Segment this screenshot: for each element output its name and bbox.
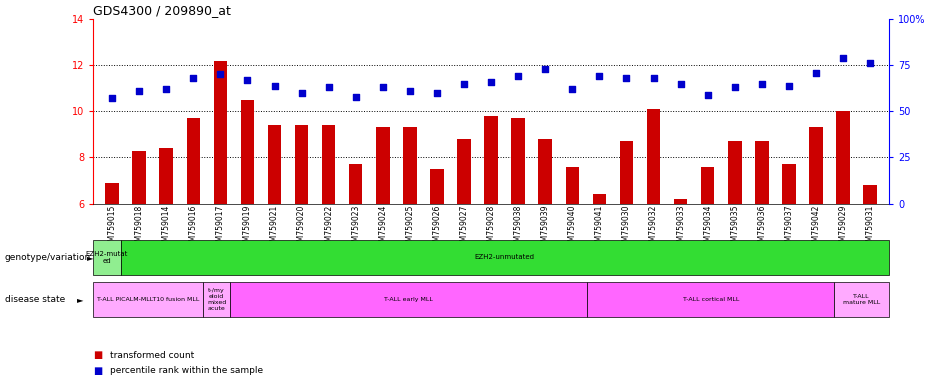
Text: ►: ►	[87, 253, 93, 262]
Bar	[593, 194, 606, 204]
Point	[808, 70, 823, 76]
Bar	[647, 109, 660, 204]
Bar	[457, 139, 471, 204]
Point	[213, 71, 228, 78]
Point	[375, 84, 390, 91]
Bar	[674, 199, 687, 204]
Bar	[403, 127, 417, 204]
Bar	[159, 148, 173, 204]
Bar	[538, 139, 552, 204]
Text: transformed count: transformed count	[110, 351, 194, 360]
Bar	[268, 125, 281, 204]
Bar	[105, 183, 119, 204]
Point	[646, 75, 661, 81]
Point	[592, 73, 607, 79]
Point	[863, 60, 878, 66]
Bar	[322, 125, 335, 204]
Point	[565, 86, 580, 92]
Point	[619, 75, 634, 81]
Point	[429, 90, 444, 96]
Bar	[484, 116, 498, 204]
Point	[456, 81, 471, 87]
Point	[294, 90, 309, 96]
Bar	[782, 164, 796, 204]
Bar	[213, 61, 227, 204]
Point	[186, 75, 201, 81]
Text: ■: ■	[93, 366, 102, 376]
Bar	[620, 141, 633, 204]
Bar	[511, 118, 525, 204]
Text: GDS4300 / 209890_at: GDS4300 / 209890_at	[93, 3, 231, 17]
Text: genotype/variation: genotype/variation	[5, 253, 91, 262]
Text: T-ALL cortical MLL: T-ALL cortical MLL	[682, 297, 739, 302]
Text: EZH2-mutat
ed: EZH2-mutat ed	[86, 251, 128, 264]
Bar	[755, 141, 769, 204]
Text: percentile rank within the sample: percentile rank within the sample	[110, 366, 263, 375]
Text: T-ALL
mature MLL: T-ALL mature MLL	[843, 294, 881, 305]
Point	[484, 79, 499, 85]
Point	[511, 73, 526, 79]
Point	[131, 88, 146, 94]
Text: t-/my
eloid
mixed
acute: t-/my eloid mixed acute	[207, 288, 226, 311]
Point	[781, 83, 796, 89]
Bar	[203, 282, 230, 317]
Point	[402, 88, 417, 94]
Bar	[186, 118, 200, 204]
Point	[104, 95, 119, 101]
Bar	[809, 127, 823, 204]
Point	[754, 81, 769, 87]
Text: ■: ■	[93, 350, 102, 360]
Bar	[132, 151, 146, 204]
Bar	[587, 282, 834, 317]
Bar	[93, 282, 203, 317]
Bar	[230, 282, 587, 317]
Point	[240, 77, 255, 83]
Bar	[376, 127, 389, 204]
Point	[321, 84, 336, 91]
Point	[538, 66, 553, 72]
Bar	[701, 167, 714, 204]
Bar	[863, 185, 877, 204]
Bar	[834, 282, 889, 317]
Text: ►: ►	[77, 295, 84, 304]
Bar	[349, 164, 362, 204]
Point	[700, 92, 715, 98]
Text: EZH2-unmutated: EZH2-unmutated	[475, 254, 534, 260]
Point	[348, 94, 363, 100]
Point	[267, 83, 282, 89]
Bar	[836, 111, 850, 204]
Bar	[93, 240, 120, 275]
Bar	[295, 125, 308, 204]
Bar	[565, 167, 579, 204]
Bar	[430, 169, 444, 204]
Point	[836, 55, 851, 61]
Bar	[728, 141, 742, 204]
Point	[159, 86, 174, 92]
Text: T-ALL PICALM-MLLT10 fusion MLL: T-ALL PICALM-MLLT10 fusion MLL	[97, 297, 199, 302]
Point	[673, 81, 688, 87]
Text: T-ALL early MLL: T-ALL early MLL	[385, 297, 433, 302]
Point	[727, 84, 742, 91]
Bar	[240, 100, 254, 204]
Text: disease state: disease state	[5, 295, 65, 304]
